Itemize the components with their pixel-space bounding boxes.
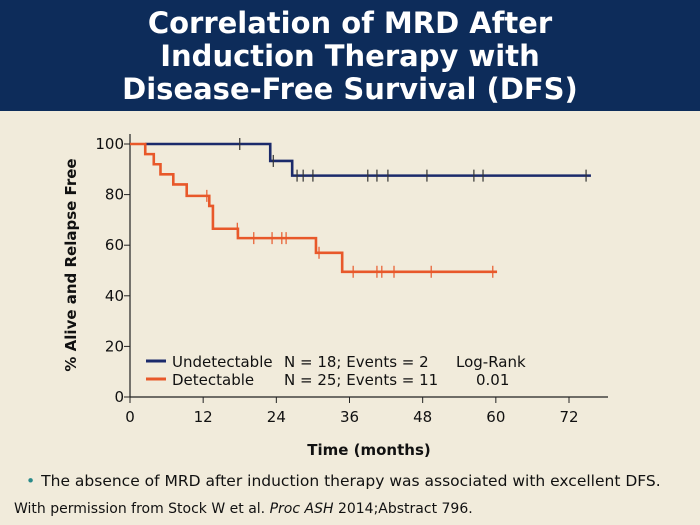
y-tick-label: 80: [105, 186, 124, 204]
slide-title: Correlation of MRD After Induction Thera…: [122, 6, 578, 106]
x-tick-label: 24: [267, 408, 286, 426]
y-tick-label: 60: [105, 236, 124, 254]
y-axis-label: % Alive and Relapse Free: [62, 158, 80, 371]
citation: With permission from Stock W et al. Proc…: [14, 501, 473, 517]
series-lines: [130, 138, 591, 278]
x-tick-label: 36: [340, 408, 359, 426]
y-tick-label: 40: [105, 287, 124, 305]
bullet-text: The absence of MRD after induction thera…: [41, 472, 661, 490]
legend-stats-undetectable: N = 18; Events = 2: [284, 353, 429, 371]
legend-label-detectable: Detectable: [172, 371, 254, 389]
title-bar: Correlation of MRD After Induction Thera…: [0, 0, 700, 111]
km-curve-detectable: [130, 142, 498, 274]
citation-prefix: With permission from Stock W et al.: [14, 501, 270, 517]
y-tick-label: 20: [105, 337, 124, 355]
legend-label-undetectable: Undetectable: [172, 353, 273, 371]
logrank-label: Log-Rank: [456, 353, 526, 371]
y-tick-label: 0: [114, 388, 124, 406]
x-tick-label: 0: [125, 408, 135, 426]
bullet-icon: •: [26, 472, 36, 490]
y-tick-label: 100: [95, 135, 124, 153]
legend: Undetectable N = 18; Events = 2 Detectab…: [146, 353, 526, 389]
x-tick-label: 48: [413, 408, 432, 426]
x-tick-label: 60: [486, 408, 505, 426]
km-curve-undetectable: [145, 142, 591, 177]
logrank-value: 0.01: [476, 371, 509, 389]
x-tick-label: 12: [194, 408, 213, 426]
legend-stats-detectable: N = 25; Events = 11: [284, 371, 438, 389]
bullet-point: • The absence of MRD after induction ther…: [26, 472, 661, 490]
citation-journal: Proc ASH: [269, 501, 334, 517]
x-axis-label: Time (months): [307, 441, 431, 459]
x-tick-label: 72: [559, 408, 578, 426]
citation-suffix: 2014;Abstract 796.: [333, 501, 473, 517]
axes: 0 12 24 36 48 60 72 0 20 40 60 80 100: [95, 134, 608, 426]
